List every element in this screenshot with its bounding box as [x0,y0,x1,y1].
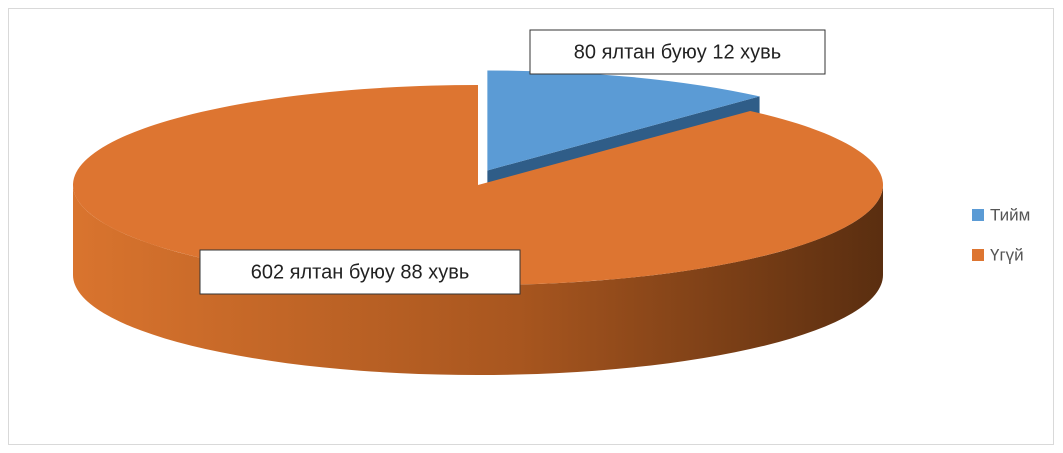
legend-label: Тийм [990,205,1030,224]
slice [73,84,884,285]
slice-side [73,185,883,375]
data-label-box [529,29,826,75]
slice [487,70,760,171]
data-label: 80 ялтан буюу 12 хувь [574,41,781,63]
legend-label: Үгүй [990,245,1024,264]
data-label: 602 ялтан буюу 88 хувь [251,261,470,283]
legend-swatch [972,249,984,261]
legend-swatch [972,209,984,221]
data-label-box [199,249,521,295]
